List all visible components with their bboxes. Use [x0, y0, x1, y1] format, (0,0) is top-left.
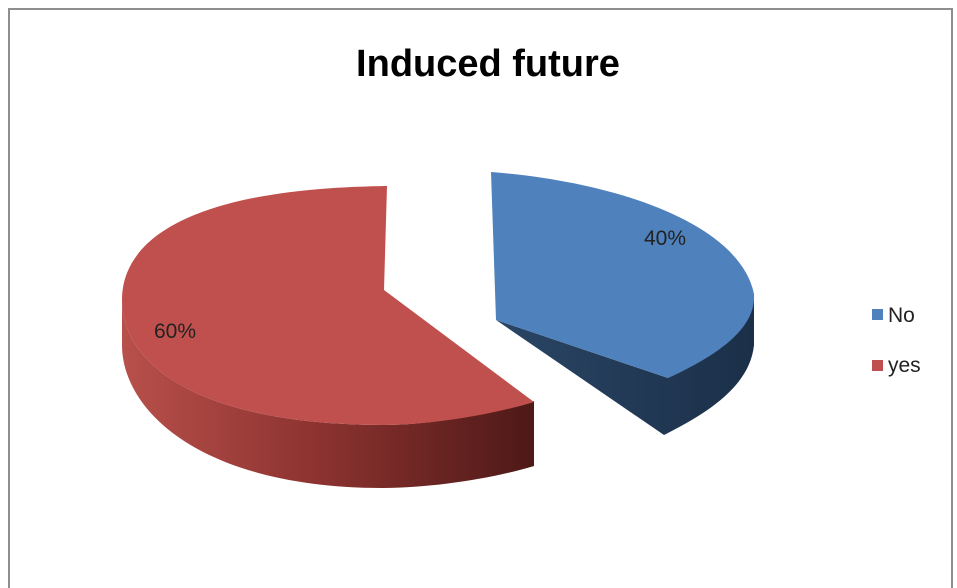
- legend-swatch-no: [872, 309, 883, 320]
- pie-slice-no: [491, 172, 755, 378]
- pie-side-yes: [122, 300, 534, 488]
- legend-swatch-yes: [872, 360, 883, 371]
- pie-side-no: [491, 172, 754, 435]
- legend-label-no: No: [888, 304, 915, 327]
- chart-title: Induced future: [356, 43, 620, 85]
- data-label-yes: 60%: [154, 320, 196, 343]
- pie-slice-yes: [122, 186, 534, 425]
- pie-slices: [122, 172, 755, 488]
- legend-label-yes: yes: [888, 354, 921, 377]
- data-label-no: 40%: [644, 227, 686, 250]
- legend: No yes: [872, 304, 921, 377]
